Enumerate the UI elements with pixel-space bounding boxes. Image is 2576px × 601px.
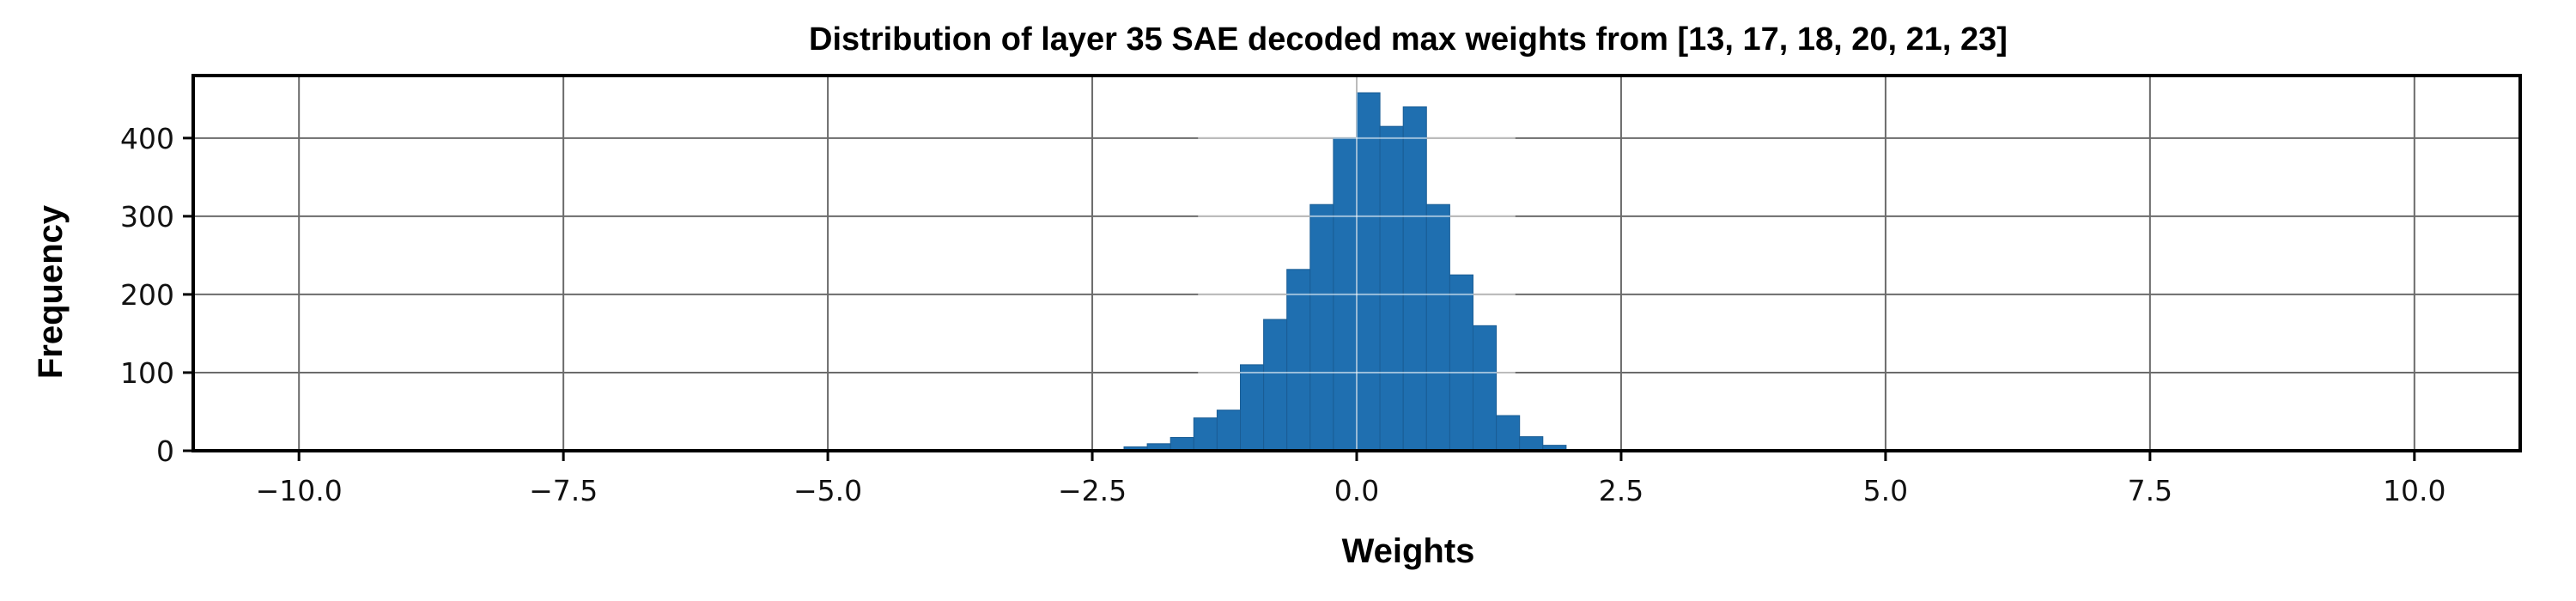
histogram-bar (1216, 410, 1242, 452)
histogram-bar (1449, 274, 1474, 452)
histogram-bar (1402, 106, 1427, 452)
bars-layer (1123, 92, 1567, 452)
y-tick-label: 0 (156, 434, 174, 468)
histogram-bar (1286, 269, 1311, 452)
x-axis-label: Weights (1342, 532, 1475, 570)
y-tick-label: 400 (120, 122, 174, 155)
histogram-bar (1240, 364, 1265, 452)
x-tick-label: 7.5 (2128, 474, 2172, 507)
x-tick-label: 2.5 (1599, 474, 1643, 507)
histogram-bar (1356, 92, 1381, 452)
x-tick-label: 10.0 (2383, 474, 2445, 507)
y-tick-label: 100 (120, 356, 174, 390)
histogram-bar (1496, 415, 1521, 452)
y-tick-label: 300 (120, 200, 174, 234)
histogram-bar (1170, 437, 1194, 452)
histogram-bar (1263, 319, 1288, 452)
x-tick-label: −5.0 (793, 474, 862, 507)
x-tick-label: −10.0 (256, 474, 343, 507)
x-tick-label: −2.5 (1058, 474, 1127, 507)
histogram-bar (1473, 325, 1498, 452)
x-tick-label: −7.5 (529, 474, 598, 507)
grid-overlay (1198, 76, 1516, 451)
histogram-bar (1193, 417, 1218, 452)
histogram-bar (1425, 203, 1450, 452)
histogram-bar (1519, 436, 1544, 452)
y-tick-label: 200 (120, 278, 174, 312)
ticks-layer: −10.0 −7.5 −5.0 −2.5 0.0 2.5 5.0 7.5 10.0 0 100 200… (120, 122, 2446, 507)
histogram-bar (1309, 203, 1334, 452)
chart-title: Distribution of layer 35 SAE decoded max… (809, 21, 2008, 58)
histogram-bar (1379, 125, 1404, 452)
x-tick-label: 0.0 (1334, 474, 1379, 507)
y-axis-label: Frequency (32, 204, 70, 379)
x-tick-label: 5.0 (1863, 474, 1908, 507)
